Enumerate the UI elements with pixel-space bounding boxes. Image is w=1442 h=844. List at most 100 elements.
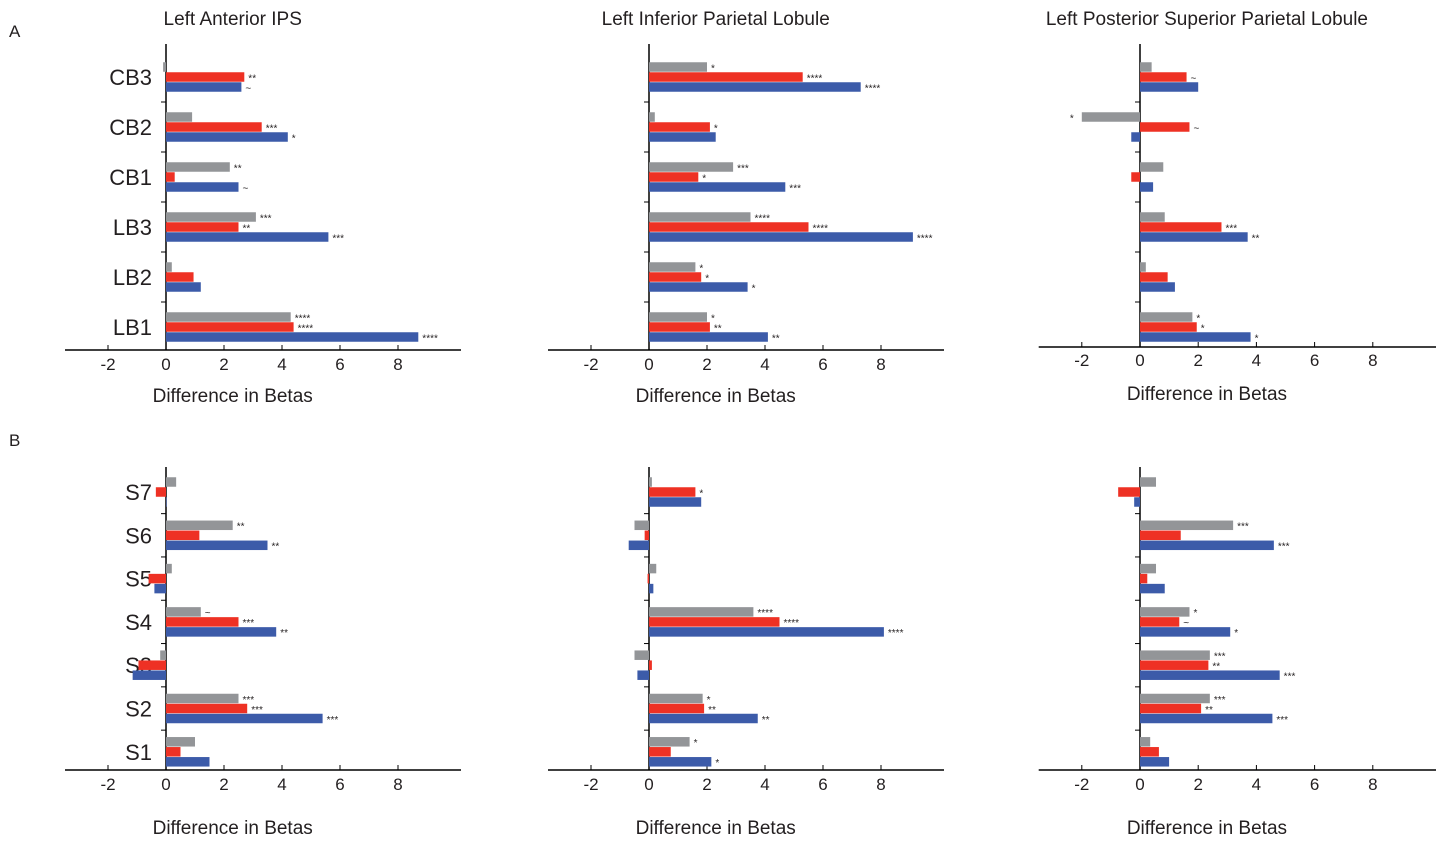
significance-label: ** <box>280 628 288 639</box>
bar-gray <box>649 212 751 222</box>
significance-label: **** <box>422 333 438 344</box>
bar-red <box>1140 573 1148 584</box>
bar-gray <box>649 62 707 72</box>
x-tick-label: 6 <box>818 775 827 794</box>
significance-label: *** <box>1237 522 1249 533</box>
bar-red <box>649 617 780 627</box>
bar-blue <box>166 540 268 551</box>
bar-blue <box>166 757 210 767</box>
bar-gray <box>649 312 707 322</box>
bar-red <box>649 122 710 132</box>
category-label: S7 <box>125 480 152 505</box>
significance-label: ** <box>772 333 780 344</box>
bar-red <box>155 487 166 497</box>
bar-blue <box>166 232 329 242</box>
significance-label: ** <box>714 323 722 334</box>
bar-gray <box>649 477 652 487</box>
bar-blue <box>1140 182 1154 192</box>
bar-red <box>1140 530 1181 541</box>
category-label: S2 <box>125 697 152 722</box>
bar-red <box>1140 703 1202 714</box>
bar-gray <box>649 162 734 172</box>
x-tick-label: -2 <box>100 355 115 374</box>
significance-label: **** <box>917 233 933 244</box>
significance-label: *** <box>789 183 801 194</box>
significance-label: *** <box>1278 542 1290 553</box>
significance-label: * <box>292 133 296 144</box>
bar-gray <box>649 693 703 704</box>
bar-blue <box>166 713 323 724</box>
bar-blue <box>166 132 288 142</box>
significance-label: *** <box>260 213 272 224</box>
significance-label: ~ <box>1193 123 1199 134</box>
chart-panel-1: Left Anterior IPS -2 0 2 4 6 8 Difference in Be… <box>65 9 461 407</box>
bar-blue <box>649 182 786 192</box>
bar-blue <box>132 670 166 680</box>
bar-red <box>649 747 671 757</box>
charts-container: Left Anterior IPS -2 0 2 4 6 8 Difference in Be… <box>65 9 1436 839</box>
bar-red <box>1140 272 1168 282</box>
bar-gray <box>1140 262 1146 272</box>
x-axis-title: Difference in Betas <box>153 386 313 407</box>
x-tick-label: 2 <box>1193 775 1202 794</box>
x-tick-label: 8 <box>1368 351 1377 370</box>
chart-title: Left Anterior IPS <box>164 9 302 30</box>
bar-red <box>649 272 702 282</box>
chart-panel-2: Left Inferior Parietal Lobule -2 0 2 4 6 8 Diff… <box>548 9 944 407</box>
x-axis-title: Difference in Betas <box>153 818 313 839</box>
bar-gray <box>166 262 172 272</box>
significance-label: * <box>1193 608 1197 619</box>
bar-gray <box>166 607 201 617</box>
bar-red <box>1140 322 1197 332</box>
bar-blue <box>1131 132 1140 142</box>
significance-label: * <box>752 283 756 294</box>
bar-gray <box>1140 563 1157 574</box>
significance-label: ~ <box>205 608 211 619</box>
x-tick-label: 0 <box>644 775 653 794</box>
significance-label: *** <box>332 233 344 244</box>
significance-label: * <box>699 488 703 499</box>
bar-gray <box>649 563 657 574</box>
x-tick-label: 8 <box>876 775 885 794</box>
x-tick-label: 6 <box>1310 351 1319 370</box>
significance-label: *** <box>243 618 255 629</box>
x-tick-label: 4 <box>277 775 286 794</box>
bar-gray <box>163 62 166 72</box>
bar-blue <box>649 497 702 507</box>
bar-gray <box>1140 607 1190 617</box>
bar-red <box>1140 660 1209 670</box>
significance-label: ~ <box>245 83 251 94</box>
significance-label: * <box>711 313 715 324</box>
bar-red <box>166 322 294 332</box>
bar-gray <box>166 312 291 322</box>
x-tick-label: 4 <box>760 775 769 794</box>
significance-label: ** <box>248 73 256 84</box>
significance-label: *** <box>266 123 278 134</box>
chart-title: Left Inferior Parietal Lobule <box>602 9 830 30</box>
bar-red <box>649 660 652 670</box>
bar-gray <box>166 693 239 704</box>
bar-red <box>166 747 181 757</box>
significance-label: ~ <box>243 183 249 194</box>
bar-red <box>649 222 809 232</box>
x-tick-label: 8 <box>876 355 885 374</box>
significance-label: **** <box>755 213 771 224</box>
bar-gray <box>166 563 172 574</box>
significance-label: * <box>1255 333 1259 344</box>
bar-blue <box>637 670 649 680</box>
bar-red <box>166 530 200 541</box>
significance-label: **** <box>865 83 881 94</box>
x-tick-label: 4 <box>277 355 286 374</box>
bar-gray <box>1140 312 1193 322</box>
panel-letter-b: B <box>9 431 20 450</box>
significance-label: * <box>714 123 718 134</box>
significance-label: * <box>1234 628 1238 639</box>
significance-label: * <box>711 63 715 74</box>
category-label: LB3 <box>113 215 152 240</box>
bar-blue <box>649 332 768 342</box>
x-tick-label: 2 <box>702 355 711 374</box>
significance-label: * <box>705 273 709 284</box>
x-tick-label: 8 <box>393 775 402 794</box>
